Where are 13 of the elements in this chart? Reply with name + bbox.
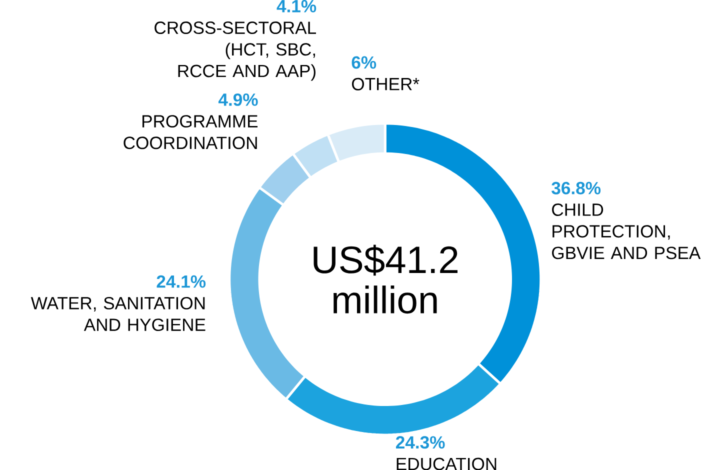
data-label: 24.3% [396, 436, 445, 449]
slice-label: EDUCATION [396, 458, 496, 470]
slice-label: CHILD PROTECTION, GBVIE AND PSEA [552, 203, 701, 260]
slice-label: OTHER* [352, 78, 420, 90]
text: US$41.2 million [314, 244, 458, 314]
slice-label: WATER, SANITATION AND HYGIENE [30, 296, 206, 331]
data-label: 36.8% [552, 182, 601, 194]
slice-label: PROGRAMME COORDINATION [124, 114, 258, 150]
data-label: 4.1% [276, 0, 316, 12]
data-label: 24.1% [156, 275, 206, 288]
data-label: 4.9% [218, 93, 258, 106]
slice-label: CROSS-SECTORAL (HCT, SBC, RCCE AND AAP) [154, 21, 316, 81]
data-label: 6% [352, 56, 376, 69]
